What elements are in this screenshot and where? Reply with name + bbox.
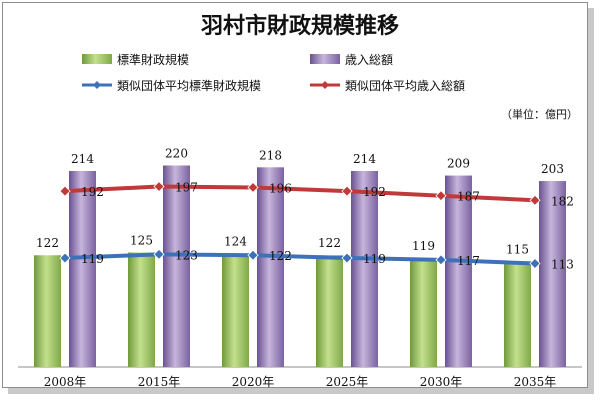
bar-total-revenue (69, 170, 96, 367)
chart-title: 羽村市財政規模推移 (201, 13, 399, 39)
similar-revenue-label: 182 (551, 194, 574, 208)
bar-label-standard-scale: 122 (318, 236, 341, 250)
similar-revenue-point (247, 181, 259, 194)
similar-revenue-label: 192 (81, 185, 104, 199)
legend-label-standard-scale: 標準財政規模 (117, 52, 189, 67)
x-tick-label: 2015年 (138, 375, 181, 389)
x-tick-label: 2020年 (232, 375, 275, 389)
similar-revenue-line (64, 184, 536, 203)
similar-revenue-point (435, 190, 447, 202)
similar-revenue-point (153, 180, 165, 193)
chart-frame (2, 2, 588, 388)
bar-label-total-revenue: 203 (541, 162, 564, 176)
similar-standard-point (153, 248, 165, 260)
plot-area: 122 214 2008年 125 220 2015年 124 218 2020年 122 214 2… (34, 146, 574, 389)
similar-revenue-label: 196 (269, 181, 292, 195)
bar-label-total-revenue: 214 (71, 152, 94, 166)
similar-revenue-label: 192 (363, 185, 386, 199)
similar-revenue-point (341, 185, 353, 197)
similar-standard-point (247, 249, 259, 261)
similar-standard-label: 119 (81, 252, 104, 266)
bar-label-total-revenue: 209 (447, 157, 470, 171)
legend-label-similar-revenue: 類似団体平均歳入総額 (345, 79, 465, 93)
similar-standard-point (59, 252, 71, 264)
bar-standard-scale (222, 253, 249, 367)
bar-total-revenue (351, 170, 378, 367)
bar-label-total-revenue: 220 (165, 146, 188, 160)
legend-marker-similar-standard (93, 81, 101, 89)
x-tick-label: 2008年 (44, 375, 87, 389)
bar-total-revenue (163, 165, 190, 367)
bar-total-revenue (445, 175, 472, 367)
legend-swatch-total-revenue (310, 54, 340, 64)
unit-label: （単位：億円） (501, 107, 578, 121)
similar-revenue-point (59, 185, 71, 197)
bar-standard-scale (128, 252, 155, 367)
similar-standard-label: 113 (551, 257, 574, 271)
x-tick-label: 2035年 (514, 375, 557, 389)
similar-standard-point (529, 257, 541, 270)
similar-standard-point (435, 254, 447, 266)
bar-label-standard-scale: 122 (36, 236, 59, 250)
bar-label-standard-scale: 115 (506, 243, 529, 257)
similar-standard-label: 117 (457, 254, 480, 268)
similar-standard-label: 123 (175, 248, 198, 262)
bar-label-total-revenue: 218 (259, 148, 282, 162)
similar-revenue-label: 197 (175, 181, 198, 195)
bar-standard-scale (34, 255, 61, 367)
similar-revenue-point (529, 194, 541, 206)
legend: 標準財政規模 歳入総額 類似団体平均標準財政規模 類似団体平均歳入総額 (82, 52, 465, 93)
bar-label-standard-scale: 125 (130, 234, 153, 248)
bar-total-revenue (539, 181, 566, 367)
bar-standard-scale (504, 261, 531, 367)
legend-label-similar-standard: 類似団体平均標準財政規模 (117, 78, 261, 93)
legend-label-total-revenue: 歳入総額 (345, 53, 393, 67)
bar-standard-scale (316, 255, 343, 367)
similar-standard-point (341, 252, 353, 264)
bar-standard-scale (410, 257, 437, 367)
similar-standard-label: 119 (363, 252, 386, 266)
bar-label-total-revenue: 214 (353, 152, 376, 166)
bar-total-revenue (257, 167, 284, 367)
bar-label-standard-scale: 124 (224, 234, 247, 248)
similar-revenue-label: 187 (457, 190, 480, 204)
similar-standard-label: 122 (269, 249, 292, 263)
legend-marker-similar-revenue (321, 81, 329, 89)
similar-standard-line (64, 252, 536, 266)
x-tick-label: 2025年 (326, 375, 369, 389)
legend-swatch-standard-scale (82, 54, 112, 64)
bar-label-standard-scale: 119 (412, 239, 435, 253)
x-tick-label: 2030年 (420, 375, 463, 389)
